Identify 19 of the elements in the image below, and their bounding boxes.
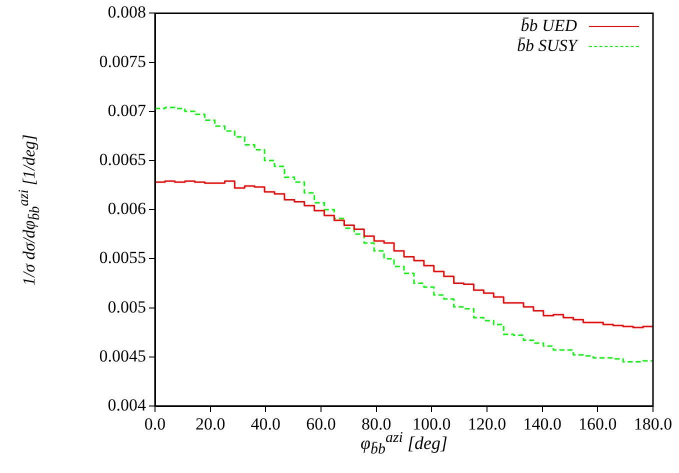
- y-tick-label: 0.0075: [99, 52, 146, 71]
- x-tick-label: 20.0: [195, 414, 226, 434]
- y-tick-label: 0.0045: [99, 346, 146, 366]
- y-tick-label: 0.005: [108, 297, 146, 316]
- x-tick-label: 0.0: [144, 414, 166, 434]
- x-tick-label: 180.0: [634, 414, 672, 434]
- legend-label: b̄b UED: [520, 16, 577, 36]
- x-tick-label: 160.0: [578, 414, 617, 434]
- y-tick-label: 0.006: [108, 199, 146, 218]
- x-tick-label: 60.0: [306, 414, 336, 434]
- y-tick-label: 0.0055: [99, 248, 146, 268]
- y-tick-label: 0.0065: [99, 150, 146, 169]
- legend-label: b̄b SUSY: [517, 36, 577, 56]
- y-tick-label: 0.008: [108, 2, 146, 22]
- x-tick-label: 120.0: [468, 414, 506, 434]
- x-tick-label: 40.0: [250, 414, 281, 434]
- y-tick-label: 0.007: [108, 100, 146, 120]
- x-tick-label: 140.0: [523, 414, 562, 434]
- y-tick-label: 0.004: [108, 395, 146, 414]
